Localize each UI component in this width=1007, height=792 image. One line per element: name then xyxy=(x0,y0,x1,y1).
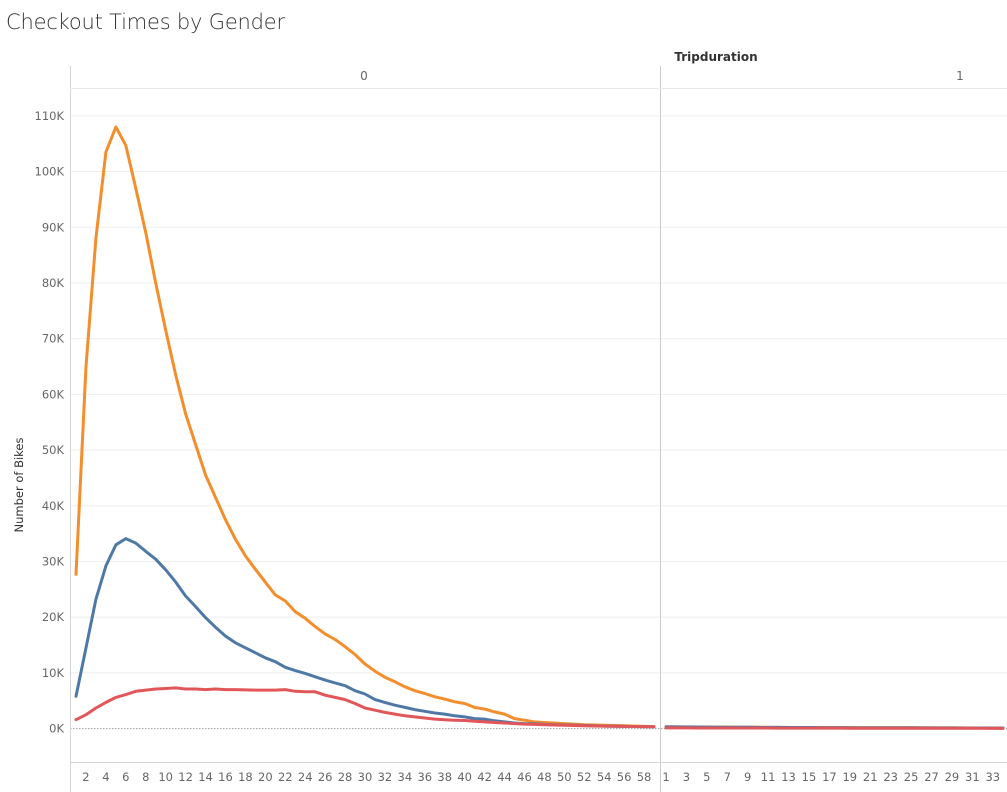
x-tick-label: 24 xyxy=(298,770,313,784)
x-tick-label: 11 xyxy=(761,770,776,784)
x-tick-label: 7 xyxy=(724,770,731,784)
y-tick-label: 20K xyxy=(42,610,65,624)
x-tick-label: 27 xyxy=(924,770,939,784)
y-tick-label: 10K xyxy=(42,666,65,680)
y-tick-label: 90K xyxy=(42,220,65,234)
x-tick-label: 25 xyxy=(904,770,919,784)
x-tick-label: 54 xyxy=(597,770,612,784)
x-tick-label: 18 xyxy=(238,770,253,784)
column-header: Tripduration xyxy=(674,50,757,64)
y-tick-label: 100K xyxy=(35,165,65,179)
x-tick-label: 50 xyxy=(557,770,572,784)
axis-labels: 0K 10K 20K 30K 40K 50K 60K 70K 80K 90K 100K 110K Tri… xyxy=(12,50,1000,784)
x-tick-label: 52 xyxy=(577,770,592,784)
x-tick-label: 16 xyxy=(218,770,233,784)
gridlines xyxy=(70,115,1007,730)
y-tick-label: 80K xyxy=(42,276,65,290)
x-tick-label: 28 xyxy=(338,770,353,784)
series-line-pane-1-2 xyxy=(664,726,1005,730)
chart-title: Checkout Times by Gender xyxy=(6,10,285,34)
series-line-pane-0-0 xyxy=(74,125,656,729)
x-tick-label: 30 xyxy=(358,770,373,784)
x-tick-label: 3 xyxy=(683,770,690,784)
x-tick-label: 48 xyxy=(537,770,552,784)
x-tick-label: 36 xyxy=(417,770,432,784)
x-tick-label: 32 xyxy=(378,770,393,784)
series-line-pane-0-2 xyxy=(74,686,656,729)
y-tick-label: 70K xyxy=(42,332,65,346)
x-tick-label: 9 xyxy=(744,770,751,784)
x-tick-label: 15 xyxy=(802,770,817,784)
x-tick-label: 12 xyxy=(178,770,193,784)
series-line-pane-0-1 xyxy=(74,537,656,729)
x-tick-label: 6 xyxy=(122,770,129,784)
x-tick-label: 20 xyxy=(258,770,273,784)
y-tick-label: 60K xyxy=(42,387,65,401)
x-tick-label: 19 xyxy=(842,770,857,784)
x-tick-label: 10 xyxy=(158,770,173,784)
x-tick-label: 17 xyxy=(822,770,837,784)
x-tick-label: 23 xyxy=(883,770,898,784)
x-tick-label: 26 xyxy=(318,770,333,784)
x-tick-label: 46 xyxy=(517,770,532,784)
x-tick-label: 34 xyxy=(398,770,413,784)
x-tick-label: 29 xyxy=(945,770,960,784)
x-tick-label: 42 xyxy=(477,770,492,784)
x-tick-label: 4 xyxy=(102,770,109,784)
x-tick-label: 38 xyxy=(437,770,452,784)
x-tick-label: 21 xyxy=(863,770,878,784)
x-tick-label: 44 xyxy=(497,770,512,784)
y-tick-label: 0K xyxy=(49,722,64,736)
x-tick-label: 40 xyxy=(457,770,472,784)
y-tick-label: 50K xyxy=(42,443,65,457)
x-tick-label: 22 xyxy=(278,770,293,784)
x-tick-label: 33 xyxy=(985,770,1000,784)
x-tick-label: 13 xyxy=(781,770,796,784)
chart-frame xyxy=(70,66,1007,792)
x-tick-label: 2 xyxy=(82,770,89,784)
y-tick-label: 30K xyxy=(42,554,65,568)
x-tick-label: 5 xyxy=(703,770,710,784)
x-tick-label: 14 xyxy=(198,770,213,784)
x-tick-label: 56 xyxy=(617,770,632,784)
y-tick-label: 110K xyxy=(35,109,65,123)
x-tick-label: 58 xyxy=(637,770,652,784)
series-lines xyxy=(74,125,1005,730)
x-tick-label: 31 xyxy=(965,770,980,784)
x-tick-label: 1 xyxy=(662,770,669,784)
pane-label: 0 xyxy=(360,69,368,83)
y-tick-label: 40K xyxy=(42,499,65,513)
x-tick-label: 8 xyxy=(142,770,149,784)
y-axis-title: Number of Bikes xyxy=(12,437,26,532)
pane-label: 1 xyxy=(956,69,964,83)
